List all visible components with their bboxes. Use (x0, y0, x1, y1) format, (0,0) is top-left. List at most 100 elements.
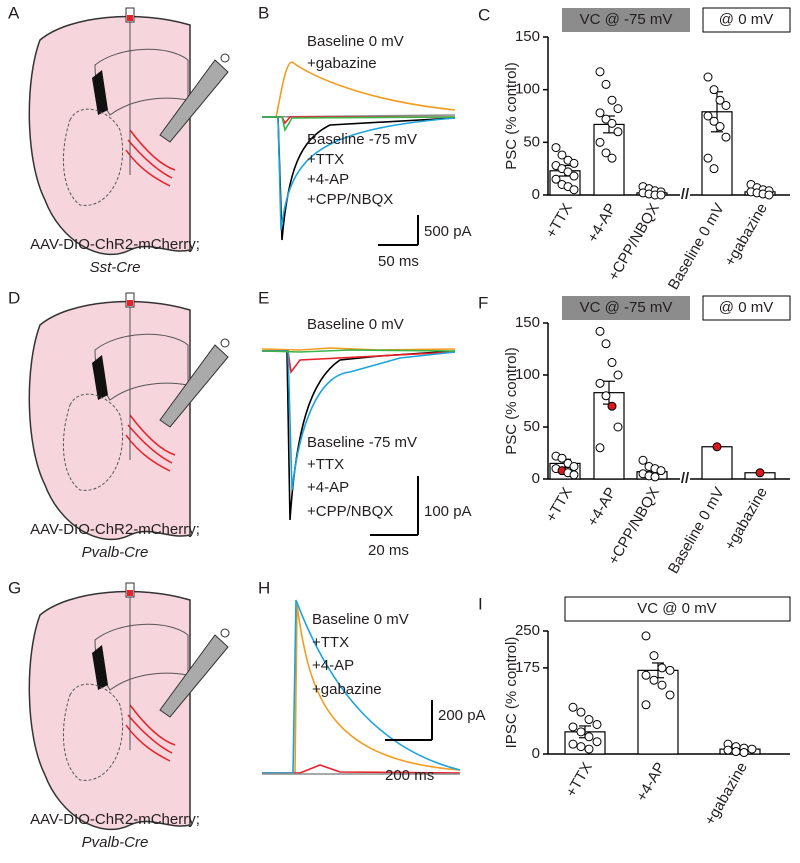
data-point (557, 453, 567, 463)
header: VC @ -75 mV (580, 11, 673, 28)
caption: AAV-DIO-ChR2-mCherry; (30, 521, 200, 538)
trace-label: +gabazine (307, 55, 377, 72)
x-tick-label: +TTX (543, 200, 576, 241)
data-point (607, 95, 617, 105)
bar (701, 446, 733, 480)
data-point (715, 95, 725, 105)
axis-break: // (681, 470, 690, 487)
y-tick-label: 50 (523, 133, 540, 150)
data-point (613, 422, 623, 432)
data-point (569, 185, 579, 195)
data-point (595, 108, 605, 118)
data-point (595, 378, 605, 388)
data-point (649, 651, 659, 661)
header: @ 0 mV (719, 299, 773, 316)
trace-label: Baseline 0 mV (307, 316, 404, 333)
scale-label: 200 ms (385, 767, 434, 784)
trace (262, 350, 456, 491)
trace-label: +TTX (307, 151, 344, 168)
y-tick-label: 100 (515, 366, 540, 383)
trace-label: Baseline -75 mV (307, 434, 417, 451)
trace-label: Baseline -75 mV (307, 131, 417, 148)
trace (262, 599, 461, 774)
x-tick-label: +TTX (563, 759, 596, 800)
data-point (551, 174, 561, 184)
x-tick-label: +4-AP (633, 759, 669, 804)
data-point (569, 171, 579, 181)
data-point (595, 67, 605, 77)
data-point (613, 127, 623, 137)
data-point (731, 747, 741, 757)
data-point (723, 745, 733, 755)
trace (262, 604, 461, 774)
brain-diagram (28, 292, 230, 541)
data-point (613, 104, 623, 114)
brain-diagram (28, 7, 230, 256)
data-point (601, 339, 611, 349)
panel-letter: B (258, 3, 269, 22)
bar (637, 669, 679, 755)
x-tick-label: +gabazine (701, 759, 751, 828)
data-point (595, 326, 605, 336)
panel-letter: C (478, 5, 490, 24)
trace-label: +CPP/NBQX (307, 191, 393, 208)
data-point (650, 472, 660, 482)
data-point (576, 727, 586, 737)
header-box (702, 295, 791, 321)
header-box (562, 8, 690, 32)
trace (261, 347, 456, 351)
data-point (739, 748, 749, 758)
data-point (584, 744, 594, 754)
trace (262, 116, 456, 241)
trace-label: Baseline 0 mV (312, 611, 409, 628)
y-tick-label: 150 (515, 314, 540, 331)
data-point (592, 737, 602, 747)
trace (262, 116, 456, 231)
panel-letter: E (258, 288, 269, 307)
caption: Sst-Cre (90, 259, 141, 276)
data-point (641, 631, 651, 641)
caption: AAV-DIO-ChR2-mCherry; (30, 236, 200, 253)
y-tick-label: 50 (523, 418, 540, 435)
x-tick-label: +gabazine (721, 200, 771, 269)
data-point (649, 675, 659, 685)
trace-label: +TTX (312, 634, 349, 651)
data-point (584, 715, 594, 725)
trace (262, 350, 456, 521)
data-point (607, 358, 617, 368)
panel-letter: G (8, 578, 21, 597)
data-point (721, 132, 731, 142)
data-point (601, 114, 611, 124)
panel-letter: D (8, 288, 20, 307)
header: VC @ -75 mV (580, 299, 673, 316)
data-point (665, 665, 675, 675)
x-tick-label: +gabazine (721, 484, 771, 553)
data-point (595, 443, 605, 453)
data-point (557, 150, 567, 160)
panel-letter: H (258, 578, 270, 597)
data-point (568, 702, 578, 712)
brain-diagram (28, 582, 230, 831)
panel-letter: F (478, 293, 488, 312)
trace-label: +4-AP (312, 657, 354, 674)
axis-break: // (681, 186, 690, 203)
scale-label: 500 pA (424, 223, 472, 240)
data-point (641, 700, 651, 710)
data-point (569, 462, 579, 472)
trace-label: +gabazine (312, 681, 382, 698)
trace-label: +4-AP (307, 479, 349, 496)
header: VC @ 0 mV (637, 600, 716, 617)
data-point (568, 739, 578, 749)
trace-label: Baseline 0 mV (307, 33, 404, 50)
data-point (715, 122, 725, 132)
caption: Pvalb-Cre (82, 544, 149, 561)
header-box (702, 7, 791, 33)
x-tick-label: +TTX (543, 484, 576, 525)
trace (261, 349, 456, 353)
scale-label: 20 ms (368, 542, 409, 559)
data-point (721, 100, 731, 110)
x-tick-label: Baseline 0 mV (665, 484, 728, 576)
data-point (638, 455, 648, 465)
data-point (592, 719, 602, 729)
data-point (657, 680, 667, 690)
